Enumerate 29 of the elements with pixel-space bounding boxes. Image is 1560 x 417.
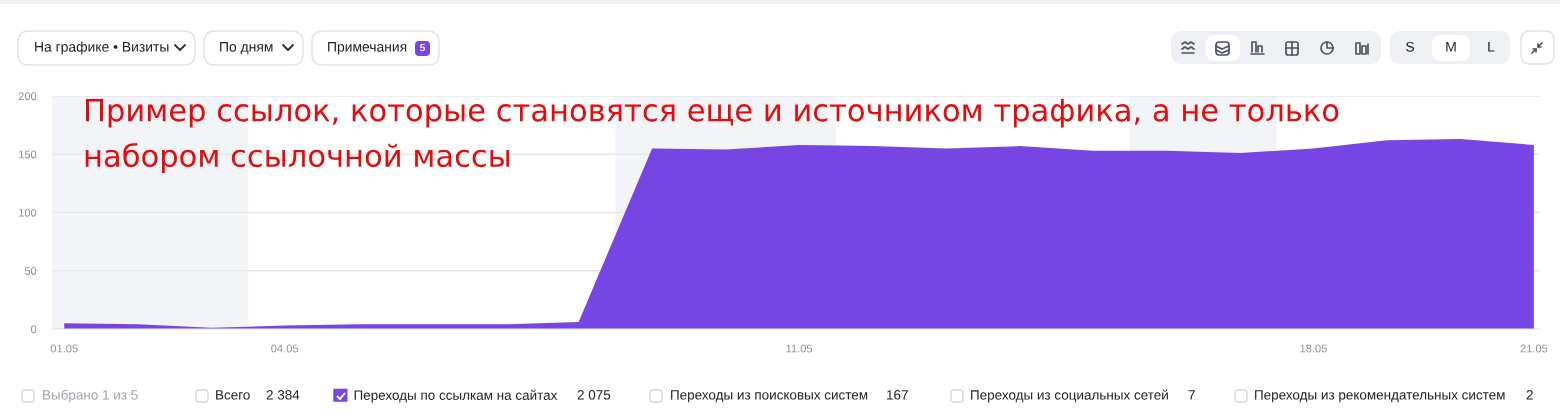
y-tick-label: 100 <box>19 208 37 217</box>
text: По дням <box>220 42 273 55</box>
text: 7 <box>1188 390 1195 400</box>
text: Переходы из поисковых систем <box>671 390 868 403</box>
text: На графике • Визиты <box>35 41 169 55</box>
text: M <box>1446 42 1456 52</box>
y-tick-label: 150 <box>19 150 37 159</box>
text: 2 075 <box>577 390 611 400</box>
text: L <box>1488 42 1495 52</box>
x-tick-label: 18.05 <box>1300 344 1327 353</box>
y-tick-label: 200 <box>18 92 37 101</box>
x-tick-label: 01.05 <box>50 344 78 353</box>
text: Всего <box>216 390 250 400</box>
text: 2 <box>1526 390 1533 400</box>
text: Переходы из социальных сетей <box>971 389 1168 403</box>
x-tick-label: 04.05 <box>271 344 299 353</box>
legend-label: Переходы по ссылкам на сайтах <box>354 389 558 403</box>
annotation: Пример ссылок, которые становятся еще и источником трафика, а не только набором ссылочной массы <box>85 98 1339 174</box>
text: Переходы из рекомендательных систем <box>1255 390 1505 403</box>
text: 5 <box>419 44 426 52</box>
x-tick-label: 21.05 <box>1520 344 1548 353</box>
y-tick-label: 0 <box>30 325 37 334</box>
text: S <box>1406 41 1414 52</box>
x-tick-label: 11.05 <box>786 344 813 353</box>
text: Выбрано 1 из 5 <box>43 389 138 403</box>
text: 167 <box>887 390 908 400</box>
y-tick-label: 50 <box>24 267 37 275</box>
text: 2 384 <box>266 390 300 400</box>
text: Примечания <box>328 42 407 55</box>
